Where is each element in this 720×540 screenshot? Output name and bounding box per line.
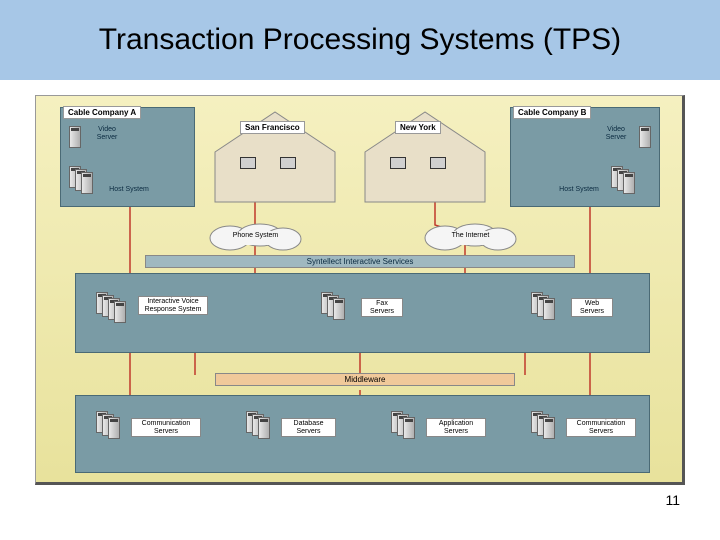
syntellect-bar: Syntellect Interactive Services	[145, 255, 575, 268]
tv-ny-2	[430, 157, 446, 169]
label-cable-a: Cable Company A	[63, 106, 141, 119]
middleware-bar: Middleware	[215, 373, 515, 386]
slide-title: Transaction Processing Systems (TPS)	[99, 22, 621, 58]
caption-video-b: Video Server	[596, 126, 636, 141]
title-bar: Transaction Processing Systems (TPS)	[0, 0, 720, 80]
comm-r-label: Communication Servers	[566, 418, 636, 437]
caption-host-a: Host System	[99, 186, 159, 194]
cloud-phone-label: Phone System	[223, 232, 288, 240]
tps-diagram: Cable Company A Video Server Host System…	[35, 95, 685, 495]
label-ny: New York	[395, 121, 441, 134]
web-label: Web Servers	[571, 298, 613, 317]
label-sf: San Francisco	[240, 121, 305, 134]
cloud-internet: The Internet	[420, 223, 520, 253]
tv-sf-2	[280, 157, 296, 169]
cloud-internet-label: The Internet	[438, 232, 503, 240]
cloud-phone: Phone System	[205, 223, 305, 253]
panel-mid: Interactive Voice Response System Fax Se…	[75, 273, 650, 353]
page-number: 11	[665, 492, 680, 508]
house-sf: San Francisco	[205, 107, 345, 207]
label-cable-b: Cable Company B	[513, 106, 591, 119]
panel-bottom: Communication Servers Database Servers A…	[75, 395, 650, 473]
app-label: Application Servers	[426, 418, 486, 437]
ivr-label: Interactive Voice Response System	[138, 296, 208, 315]
comm-l-label: Communication Servers	[131, 418, 201, 437]
panel-cable-a: Cable Company A Video Server Host System	[60, 107, 195, 207]
db-label: Database Servers	[281, 418, 336, 437]
house-ny: New York	[355, 107, 495, 207]
tv-sf	[240, 157, 256, 169]
caption-video-a: Video Server	[87, 126, 127, 141]
panel-cable-b: Cable Company B Video Server Host System	[510, 107, 660, 207]
tv-ny	[390, 157, 406, 169]
fax-label: Fax Servers	[361, 298, 403, 317]
caption-host-b: Host System	[549, 186, 609, 194]
